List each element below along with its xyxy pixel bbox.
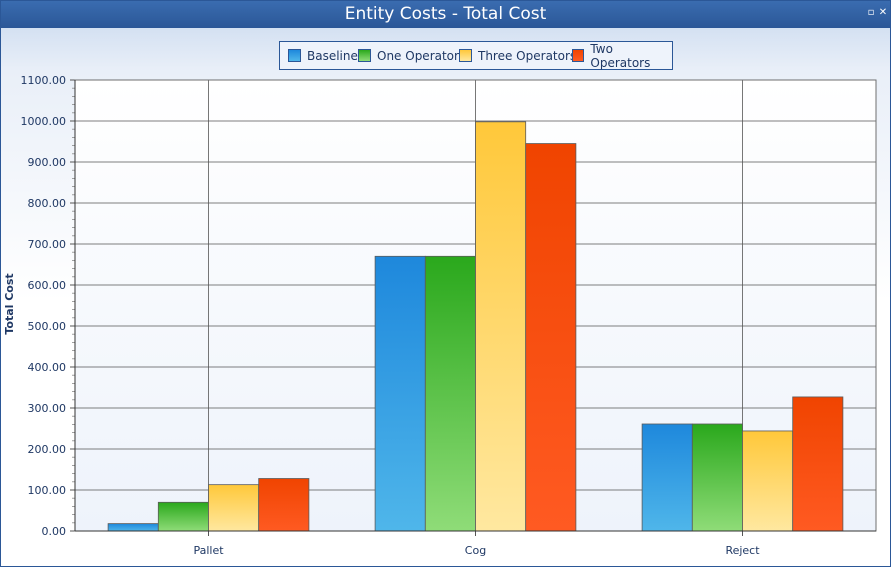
legend-swatch (288, 49, 301, 62)
legend-swatch (459, 49, 472, 62)
legend-swatch (358, 49, 371, 62)
legend-item-baseline: Baseline (288, 42, 358, 69)
bar[interactable] (258, 478, 310, 532)
bar[interactable] (525, 143, 577, 532)
bar[interactable] (374, 255, 426, 532)
bar[interactable] (157, 501, 209, 532)
x-tick-label: Pallet (193, 544, 224, 557)
y-tick-label: 300.00 (28, 402, 67, 415)
y-axis-label: Total Cost (3, 273, 16, 334)
bar[interactable] (107, 523, 159, 532)
y-tick-label: 100.00 (28, 484, 67, 497)
y-tick-label: 800.00 (28, 197, 67, 210)
window-title: Entity Costs - Total Cost (344, 4, 547, 24)
y-tick-label: 500.00 (28, 320, 67, 333)
close-icon[interactable]: ✕ (878, 7, 888, 18)
bar[interactable] (424, 255, 476, 532)
bar[interactable] (691, 423, 743, 532)
legend-item-two-operators: Two Operators (572, 41, 672, 70)
legend-label: Two Operators (590, 41, 651, 70)
y-tick-label: 600.00 (28, 279, 67, 292)
legend-label: Baseline (307, 48, 358, 63)
legend-item-one-operator: One Operator (358, 42, 459, 69)
y-tick-label: 200.00 (28, 443, 67, 456)
legend-item-three-operators: Three Operators (459, 42, 576, 69)
bar[interactable] (475, 121, 527, 532)
chart-legend: Baseline One Operator Three Operators Tw… (279, 41, 673, 70)
y-tick-label: 400.00 (28, 361, 67, 374)
y-tick-label: 900.00 (28, 156, 67, 169)
bar[interactable] (742, 430, 794, 532)
y-tick-label: 700.00 (28, 238, 67, 251)
y-tick-label: 0.00 (42, 525, 67, 538)
bar[interactable] (792, 396, 844, 532)
legend-swatch (572, 49, 585, 62)
x-tick-label: Cog (465, 544, 486, 557)
bar[interactable] (208, 484, 260, 532)
legend-label: Three Operators (478, 48, 577, 63)
y-tick-label: 1100.00 (21, 74, 67, 87)
x-tick-label: Reject (725, 544, 760, 557)
y-tick-label: 1000.00 (21, 115, 67, 128)
title-bar[interactable]: Entity Costs - Total Cost ▫ ✕ (1, 1, 890, 28)
legend-label: One Operator (377, 48, 459, 63)
restore-icon[interactable]: ▫ (867, 7, 875, 18)
bar[interactable] (641, 423, 693, 532)
